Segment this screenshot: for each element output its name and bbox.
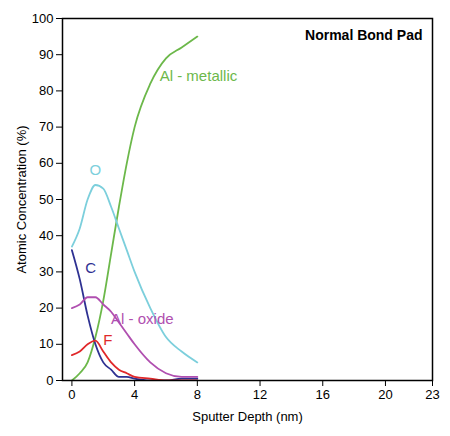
svg-text:Al - oxide: Al - oxide [111,310,174,327]
svg-text:0: 0 [46,373,53,388]
svg-text:100: 100 [32,11,54,26]
svg-text:60: 60 [39,155,53,170]
svg-text:16: 16 [316,387,330,402]
svg-text:70: 70 [39,119,53,134]
svg-text:10: 10 [39,336,53,351]
svg-text:Normal Bond Pad: Normal Bond Pad [305,27,422,43]
svg-text:12: 12 [253,387,267,402]
svg-text:90: 90 [39,47,53,62]
svg-text:20: 20 [39,300,53,315]
svg-text:50: 50 [39,192,53,207]
svg-text:F: F [103,331,112,348]
svg-text:Sputter Depth (nm): Sputter Depth (nm) [192,409,303,424]
svg-text:80: 80 [39,83,53,98]
svg-text:C: C [85,259,96,276]
svg-text:4: 4 [131,387,138,402]
svg-text:23: 23 [425,387,439,402]
svg-text:20: 20 [378,387,392,402]
svg-text:O: O [90,161,102,178]
svg-text:40: 40 [39,228,53,243]
svg-text:30: 30 [39,264,53,279]
svg-text:8: 8 [194,387,201,402]
svg-text:0: 0 [68,387,75,402]
svg-text:Al - metallic: Al - metallic [160,67,238,84]
svg-text:Atomic Concentration (%): Atomic Concentration (%) [14,125,29,273]
